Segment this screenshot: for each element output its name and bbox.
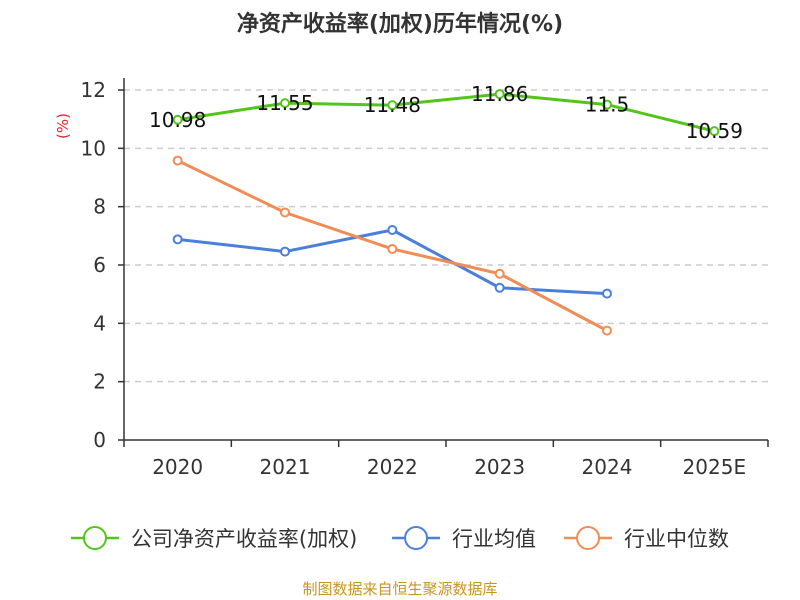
legend-marker: [82, 526, 107, 550]
data-label: 10.59: [686, 119, 743, 143]
data-label: 11.48: [364, 93, 421, 117]
series-line: [177, 92, 715, 133]
data-point[interactable]: [602, 288, 612, 299]
data-point[interactable]: [602, 99, 612, 110]
y-tick-label: 0: [93, 428, 106, 452]
y-tick-label: 8: [93, 195, 106, 219]
source-note: 制图数据来自恒生聚源数据库: [302, 580, 497, 598]
data-point[interactable]: [280, 246, 290, 257]
legend-label: 行业均值: [452, 527, 536, 551]
axes: 0 2 4 6 8 10 12 2020 2021 2022 2023 2024 2025E: [81, 78, 769, 479]
y-tick-label: 6: [93, 253, 106, 277]
legend-item[interactable]: 行业均值: [392, 526, 536, 551]
series-2: [172, 155, 612, 336]
data-point[interactable]: [280, 207, 290, 218]
data-point[interactable]: [172, 114, 183, 125]
y-tick-label: 4: [93, 311, 106, 335]
data-point[interactable]: [280, 98, 290, 109]
data-point[interactable]: [494, 268, 505, 279]
legend-marker: [404, 526, 429, 550]
legend-item[interactable]: 行业中位数: [564, 526, 729, 551]
series-layer: 10.98 11.55 11.48 11.86 11.5 10.59: [149, 82, 743, 336]
data-point[interactable]: [709, 126, 720, 137]
data-label: 11.5: [585, 93, 630, 117]
grid: [124, 89, 768, 383]
x-tick-label: 2021: [260, 455, 311, 479]
x-tick-label: 2020: [152, 455, 203, 479]
data-point[interactable]: [494, 282, 505, 293]
data-point[interactable]: [387, 100, 398, 111]
legend[interactable]: 公司净资产收益率(加权) 行业均值 行业中位数: [70, 526, 729, 551]
x-tick-label: 2023: [474, 455, 525, 479]
y-tick-label: 10: [81, 136, 106, 160]
x-tick-label: 2024: [582, 455, 633, 479]
y-tick-label: 2: [93, 370, 106, 394]
series-1: [172, 225, 612, 299]
data-point[interactable]: [494, 89, 505, 100]
data-point[interactable]: [387, 243, 398, 254]
data-label: 11.55: [256, 91, 313, 115]
x-tick-label: 2025E: [683, 455, 747, 479]
legend-item[interactable]: 公司净资产收益率(加权): [70, 526, 357, 551]
legend-label: 公司净资产收益率(加权): [131, 527, 357, 551]
data-point[interactable]: [172, 234, 183, 245]
data-point[interactable]: [172, 155, 183, 166]
chart-title: 净资产收益率(加权)历年情况(%): [237, 11, 563, 37]
series-0: 10.98 11.55 11.48 11.86 11.5 10.59: [149, 82, 743, 143]
y-tick-label: 12: [81, 78, 106, 102]
data-point[interactable]: [387, 225, 398, 235]
data-point[interactable]: [602, 325, 612, 336]
legend-label: 行业中位数: [624, 527, 729, 551]
legend-marker: [576, 526, 601, 550]
series-line: [177, 228, 608, 296]
data-label: 10.98: [149, 108, 206, 132]
x-tick-label: 2022: [367, 455, 418, 479]
data-label: 11.86: [471, 82, 528, 106]
y-axis-label: (%): [54, 113, 72, 139]
